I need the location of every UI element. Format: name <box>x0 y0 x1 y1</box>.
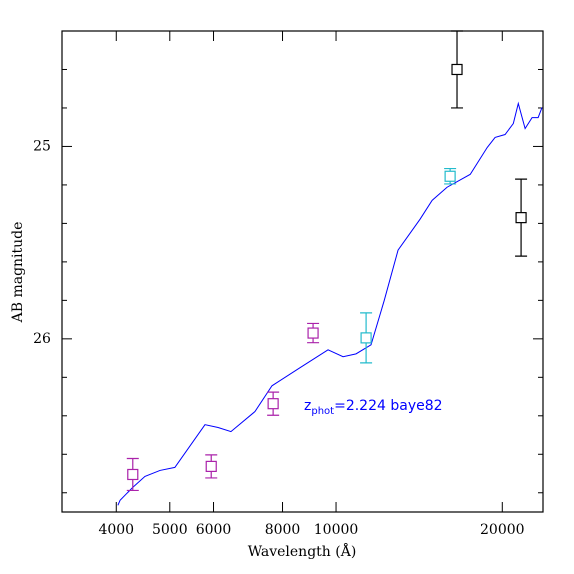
x-tick-label: 20000 <box>480 522 525 538</box>
plot-frame <box>61 30 544 513</box>
x-tick-label: 5000 <box>152 522 188 538</box>
x-tick-label: 8000 <box>265 522 301 538</box>
data-point <box>444 170 456 182</box>
annotation: zphot=2.224 baye82 <box>304 398 443 417</box>
data-point <box>451 63 463 76</box>
annotation-part: z <box>304 398 311 414</box>
data-point <box>360 332 372 344</box>
data-point <box>205 460 217 473</box>
data-point <box>515 212 527 224</box>
annotation-part: =2.224 baye82 <box>334 398 442 414</box>
x-tick-label: 6000 <box>196 522 232 538</box>
y-axis-label: AB magnitude <box>10 222 26 324</box>
x-axis-label: Wavelength (Å) <box>248 542 357 560</box>
data-point <box>307 327 319 339</box>
data-point <box>127 468 139 481</box>
model-line <box>117 101 543 506</box>
annotation-part: phot <box>311 406 334 417</box>
data-point <box>267 398 279 410</box>
y-tick-label: 25 <box>33 138 51 154</box>
x-tick-label: 4000 <box>98 522 134 538</box>
y-tick-label: 26 <box>33 331 51 347</box>
x-tick-label: 10000 <box>314 522 359 538</box>
